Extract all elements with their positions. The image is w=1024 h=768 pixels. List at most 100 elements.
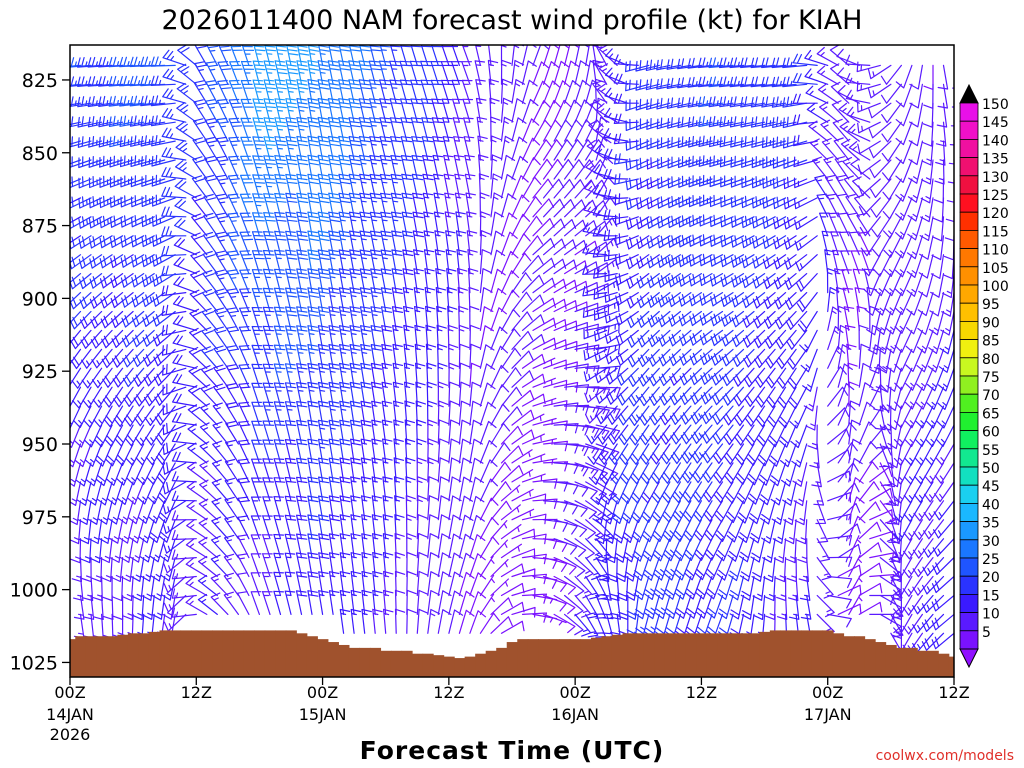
wind-barb: [521, 473, 546, 483]
wind-barb: [390, 211, 403, 237]
wind-barb: [338, 98, 351, 123]
wind-barb: [81, 348, 103, 369]
wind-barb: [185, 538, 208, 559]
terrain-column: [106, 636, 118, 677]
x-tick-label: 00Z: [559, 683, 590, 702]
wind-barb: [349, 268, 361, 294]
colorbar-segment: [959, 229, 979, 249]
wind-barb: [823, 156, 839, 180]
wind-barb: [856, 61, 881, 73]
wind-barb: [370, 306, 382, 331]
wind-barb: [200, 384, 218, 407]
terrain-column: [654, 633, 666, 677]
wind-barb: [262, 401, 275, 426]
colorbar-label: 50: [982, 461, 1000, 477]
wind-barb: [654, 594, 671, 620]
terrain-column: [201, 630, 213, 677]
wind-barb: [349, 249, 361, 275]
wind-barb: [162, 500, 187, 515]
wind-barb: [458, 533, 474, 559]
wind-barb: [348, 98, 361, 123]
terrain-column: [296, 633, 308, 677]
x-tick-label: 12Z: [686, 683, 717, 702]
terrain-column: [264, 630, 276, 677]
wind-barb: [564, 613, 584, 636]
wind-barb: [217, 61, 232, 85]
wind-barb: [903, 481, 923, 504]
wind-barb: [152, 273, 176, 287]
wind-barb: [150, 557, 166, 582]
wind-barb: [224, 515, 239, 540]
wind-barb: [882, 178, 902, 201]
wind-barb: [543, 119, 563, 142]
wind-barb: [141, 174, 166, 187]
wind-barb: [730, 155, 755, 168]
wind-barb: [70, 348, 82, 365]
x-tick-year: 2026: [50, 725, 91, 744]
wind-barb: [663, 538, 681, 562]
wind-barb: [349, 362, 361, 388]
wind-barb: [328, 344, 340, 369]
wind-barb: [296, 249, 309, 275]
wind-barb: [919, 235, 934, 260]
wind-barb: [590, 481, 608, 505]
wind-barb: [307, 381, 319, 407]
wind-barb: [70, 159, 82, 165]
wind-barb: [848, 593, 863, 615]
wind-barb: [867, 64, 892, 80]
wind-barb: [553, 159, 575, 180]
wind-barb: [198, 536, 218, 559]
wind-barb: [239, 269, 252, 294]
wind-barb: [490, 481, 512, 502]
wind-barb: [670, 424, 692, 445]
wind-barb: [116, 462, 134, 486]
wind-barb: [574, 462, 599, 479]
wind-barb: [769, 462, 787, 487]
wind-barb: [795, 254, 818, 272]
wind-barb: [762, 176, 787, 189]
wind-barb: [296, 211, 309, 237]
wind-barb: [203, 174, 218, 199]
wind-barb: [500, 425, 523, 445]
wind-barb: [628, 405, 650, 426]
wind-barb: [448, 438, 461, 464]
wind-barb: [627, 329, 650, 348]
wind-barb: [806, 102, 829, 123]
wind-barb: [477, 135, 488, 161]
wind-barb: [763, 310, 787, 329]
wind-barb: [637, 348, 660, 368]
wind-barb: [678, 195, 702, 208]
wind-barb: [490, 249, 506, 275]
wind-barb: [593, 164, 618, 180]
wind-barb: [263, 117, 277, 142]
wind-barb: [252, 174, 266, 199]
wind-barb: [756, 424, 776, 447]
wind-barb: [585, 443, 609, 461]
wind-barb: [275, 45, 287, 66]
wind-barb: [161, 147, 187, 161]
wind-barb: [792, 462, 808, 487]
wind-barb: [605, 538, 618, 564]
wind-barb: [328, 154, 341, 180]
wind-barb: [939, 329, 954, 355]
wind-barb: [564, 280, 588, 294]
wind-barb: [625, 235, 650, 250]
wind-barb: [937, 367, 954, 392]
wind-barb: [635, 79, 660, 91]
chart-title: 2026011400 NAM forecast wind profile (kt…: [162, 5, 863, 36]
wind-barb: [78, 176, 103, 189]
wind-barb: [82, 386, 103, 409]
wind-barb: [189, 308, 208, 331]
wind-barb: [469, 515, 485, 540]
wind-barb: [338, 117, 351, 142]
wind-barb: [252, 193, 265, 218]
wind-barb: [78, 500, 92, 525]
terrain-column: [169, 630, 182, 677]
wind-barb: [585, 405, 610, 420]
wind-barb: [636, 235, 660, 250]
wind-barb: [152, 594, 166, 620]
wind-barb: [854, 287, 866, 313]
wind-barb: [210, 554, 229, 578]
wind-barb: [649, 424, 671, 445]
